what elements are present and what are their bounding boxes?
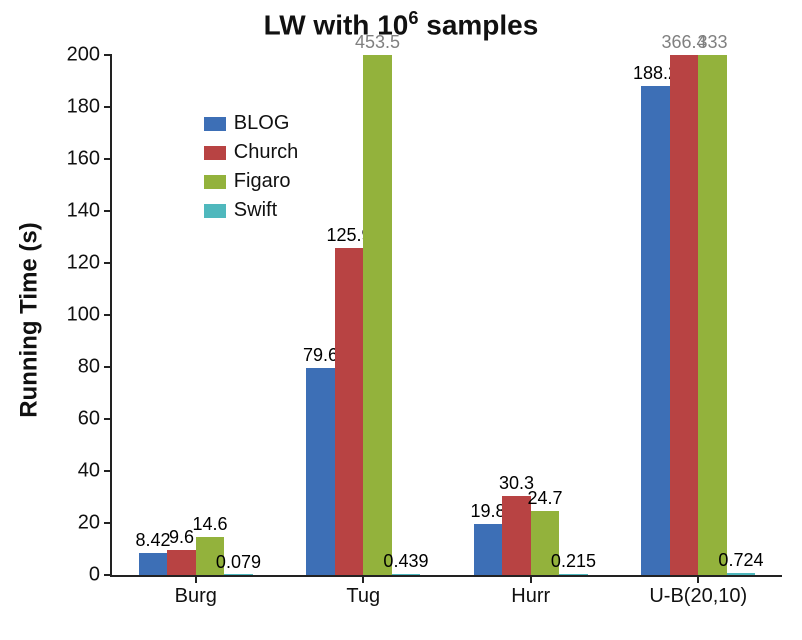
legend-item: Figaro <box>204 170 298 193</box>
legend-swatch <box>204 175 226 189</box>
y-axis-label: Running Time (s) <box>16 222 44 418</box>
chart-container: LW with 106 samples Running Time (s) 020… <box>0 0 802 640</box>
chart-title-exponent: 6 <box>408 8 418 28</box>
bar-value-label: 0.215 <box>551 551 596 572</box>
x-tick-label: Hurr <box>511 585 550 608</box>
bar <box>224 574 252 575</box>
y-tick-label: 0 <box>89 564 100 587</box>
x-tick <box>362 575 364 583</box>
y-tick-label: 60 <box>78 408 100 431</box>
y-tick <box>104 262 112 264</box>
bar <box>502 496 530 575</box>
bar <box>363 55 391 575</box>
bar <box>641 86 669 575</box>
y-tick <box>104 314 112 316</box>
x-tick-label: Burg <box>175 585 217 608</box>
x-tick <box>195 575 197 583</box>
y-tick-label: 200 <box>67 44 100 67</box>
legend-item: BLOG <box>204 112 298 135</box>
legend-item: Swift <box>204 199 298 222</box>
bar <box>392 574 420 575</box>
y-tick-label: 100 <box>67 304 100 327</box>
y-tick-label: 80 <box>78 356 100 379</box>
bar <box>727 573 755 575</box>
bar <box>306 368 334 575</box>
bar <box>670 55 698 575</box>
bar-value-label: 453.5 <box>355 32 400 53</box>
x-tick <box>530 575 532 583</box>
y-tick-label: 160 <box>67 148 100 171</box>
bar-value-label: 79.6 <box>303 345 338 366</box>
y-tick <box>104 366 112 368</box>
y-tick <box>104 210 112 212</box>
y-tick <box>104 158 112 160</box>
legend-label: Figaro <box>234 170 291 193</box>
x-tick <box>697 575 699 583</box>
x-tick-label: Tug <box>346 585 380 608</box>
bar <box>698 55 726 575</box>
bar-value-label: 0.079 <box>216 552 261 573</box>
y-tick <box>104 418 112 420</box>
bar-value-label: 0.724 <box>718 550 763 571</box>
bar-value-label: 14.6 <box>192 514 227 535</box>
legend-swatch <box>204 146 226 160</box>
legend-swatch <box>204 204 226 218</box>
bar-value-label: 8.42 <box>136 530 171 551</box>
legend: BLOG Church Figaro Swift <box>204 112 298 228</box>
y-tick-label: 140 <box>67 200 100 223</box>
bar-value-label: 333 <box>697 32 727 53</box>
bar <box>139 553 167 575</box>
bar-value-label: 19.8 <box>471 501 506 522</box>
legend-item: Church <box>204 141 298 164</box>
y-tick-label: 180 <box>67 96 100 119</box>
y-tick-label: 120 <box>67 252 100 275</box>
x-tick-label: U-B(20,10) <box>649 585 747 608</box>
chart-title-suffix: samples <box>418 9 538 40</box>
legend-label: BLOG <box>234 112 290 135</box>
y-tick <box>104 522 112 524</box>
y-tick-label: 40 <box>78 460 100 483</box>
bar-value-label: 9.6 <box>169 527 194 548</box>
bar <box>474 524 502 575</box>
bar-value-label: 24.7 <box>527 488 562 509</box>
bar <box>559 574 587 575</box>
legend-label: Swift <box>234 199 277 222</box>
legend-label: Church <box>234 141 298 164</box>
bar <box>335 248 363 575</box>
legend-swatch <box>204 117 226 131</box>
bar-value-label: 0.439 <box>383 551 428 572</box>
y-tick <box>104 574 112 576</box>
bar <box>167 550 195 575</box>
y-tick-label: 20 <box>78 512 100 535</box>
y-tick <box>104 470 112 472</box>
y-tick <box>104 106 112 108</box>
y-tick <box>104 54 112 56</box>
